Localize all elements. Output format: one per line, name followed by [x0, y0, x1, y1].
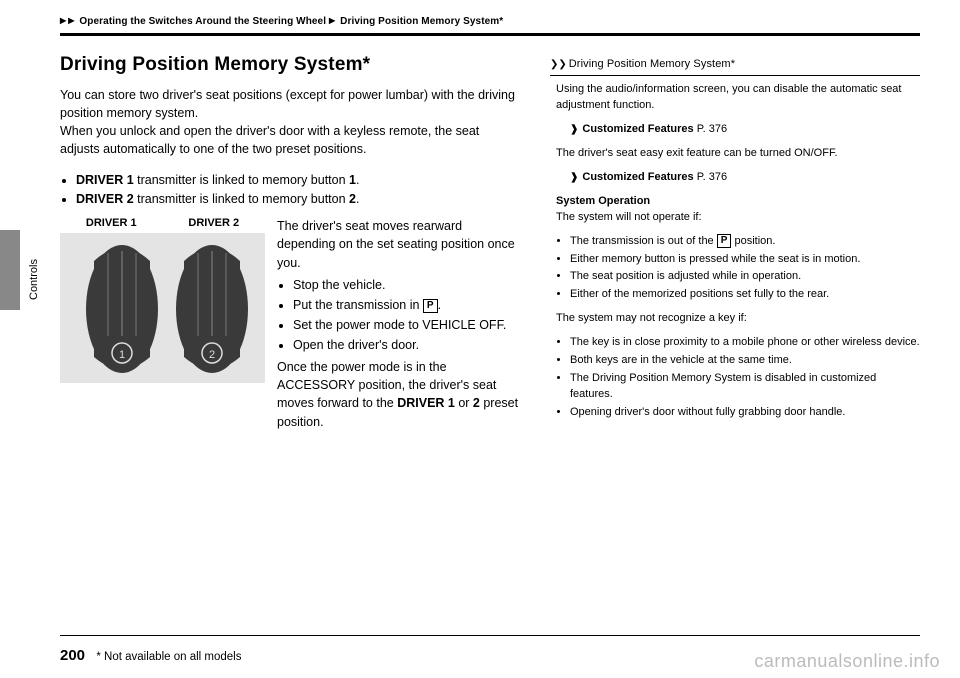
list-item: Both keys are in the vehicle at the same… — [570, 353, 920, 369]
link-icon: ❱ — [570, 124, 578, 135]
sidebar-bullets: The key is in close proximity to a mobil… — [570, 335, 920, 421]
list-item: Set the power mode to VEHICLE OFF. — [293, 316, 520, 334]
list-item: The transmission is out of the P positio… — [570, 234, 920, 250]
columns: Driving Position Memory System* You can … — [60, 54, 920, 431]
section-tab — [0, 230, 20, 310]
intro-text: You can store two driver's seat position… — [60, 86, 520, 159]
sidebar-column: ❯❯Driving Position Memory System* Using … — [550, 54, 920, 431]
sidebar-subhead: System OperationThe system will not oper… — [556, 194, 920, 226]
list-item: Opening driver's door without fully grab… — [570, 405, 920, 421]
watermark: carmanualsonline.info — [754, 651, 940, 672]
fob-label-2: DRIVER 2 — [163, 217, 266, 229]
inline-bullets: Stop the vehicle. Put the transmission i… — [293, 276, 520, 355]
cross-ref: ❱Customized Features P. 376 — [570, 122, 920, 138]
list-item: Put the transmission in P. — [293, 296, 520, 314]
triangle-icon: ▶ — [329, 16, 335, 25]
svg-text:1: 1 — [119, 349, 125, 361]
fob-labels: DRIVER 1 DRIVER 2 — [60, 217, 265, 229]
sidebar-bullets: The transmission is out of the P positio… — [570, 234, 920, 304]
p-indicator: P — [423, 299, 438, 313]
key-fob-svg: 1 2 — [60, 233, 265, 383]
footer-left: 200 * Not available on all models — [60, 647, 241, 664]
footer-divider — [60, 635, 920, 636]
list-item: Either of the memorized positions set fu… — [570, 287, 920, 303]
breadcrumb-seg2: Driving Position Memory System* — [340, 16, 503, 27]
footnote: * Not available on all models — [96, 651, 241, 663]
sidebar-text: The system may not recognize a key if: — [556, 311, 920, 327]
breadcrumb: ▶▶ Operating the Switches Around the Ste… — [60, 16, 920, 27]
list-item: Stop the vehicle. — [293, 276, 520, 294]
sidebar-body: Using the audio/information screen, you … — [550, 82, 920, 421]
inline-lead: The driver's seat moves rearward dependi… — [277, 217, 520, 271]
list-item: The seat position is adjusted while in o… — [570, 269, 920, 285]
triangle-icon: ▶ — [60, 16, 66, 25]
triangle-icon: ▶ — [68, 16, 74, 25]
list-item: The Driving Position Memory System is di… — [570, 371, 920, 403]
sidebar-text: Using the audio/information screen, you … — [556, 82, 920, 114]
main-column: Driving Position Memory System* You can … — [60, 54, 520, 431]
cross-ref: ❱Customized Features P. 376 — [570, 170, 920, 186]
list-item: DRIVER 2 transmitter is linked to memory… — [76, 190, 520, 209]
breadcrumb-seg1: Operating the Switches Around the Steeri… — [79, 16, 326, 27]
list-item: The key is in close proximity to a mobil… — [570, 335, 920, 351]
linked-list: DRIVER 1 transmitter is linked to memory… — [72, 171, 520, 210]
svg-text:2: 2 — [209, 349, 215, 361]
page-number: 200 — [60, 647, 85, 664]
section-tab-label: Controls — [28, 259, 40, 300]
page-title: Driving Position Memory System* — [60, 54, 520, 76]
double-chevron-icon: ❯❯ — [550, 59, 567, 70]
inline-tail: Once the power mode is in the ACCESSORY … — [277, 358, 520, 431]
fob-label-1: DRIVER 1 — [60, 217, 163, 229]
list-item: Either memory button is pressed while th… — [570, 252, 920, 268]
page: ▶▶ Operating the Switches Around the Ste… — [0, 0, 960, 678]
sidebar-text: The driver's seat easy exit feature can … — [556, 146, 920, 162]
inline-text-block: The driver's seat moves rearward dependi… — [277, 217, 520, 430]
list-item: Open the driver's door. — [293, 336, 520, 354]
divider — [60, 33, 920, 36]
list-item: DRIVER 1 transmitter is linked to memory… — [76, 171, 520, 190]
link-icon: ❱ — [570, 172, 578, 183]
sidebar-title: Driving Position Memory System* — [569, 58, 735, 70]
key-fob-figure: DRIVER 1 DRIVER 2 1 — [60, 217, 265, 430]
figure-text-row: DRIVER 1 DRIVER 2 1 — [60, 217, 520, 430]
sidebar-header: ❯❯Driving Position Memory System* — [550, 54, 920, 76]
p-indicator: P — [717, 234, 732, 248]
